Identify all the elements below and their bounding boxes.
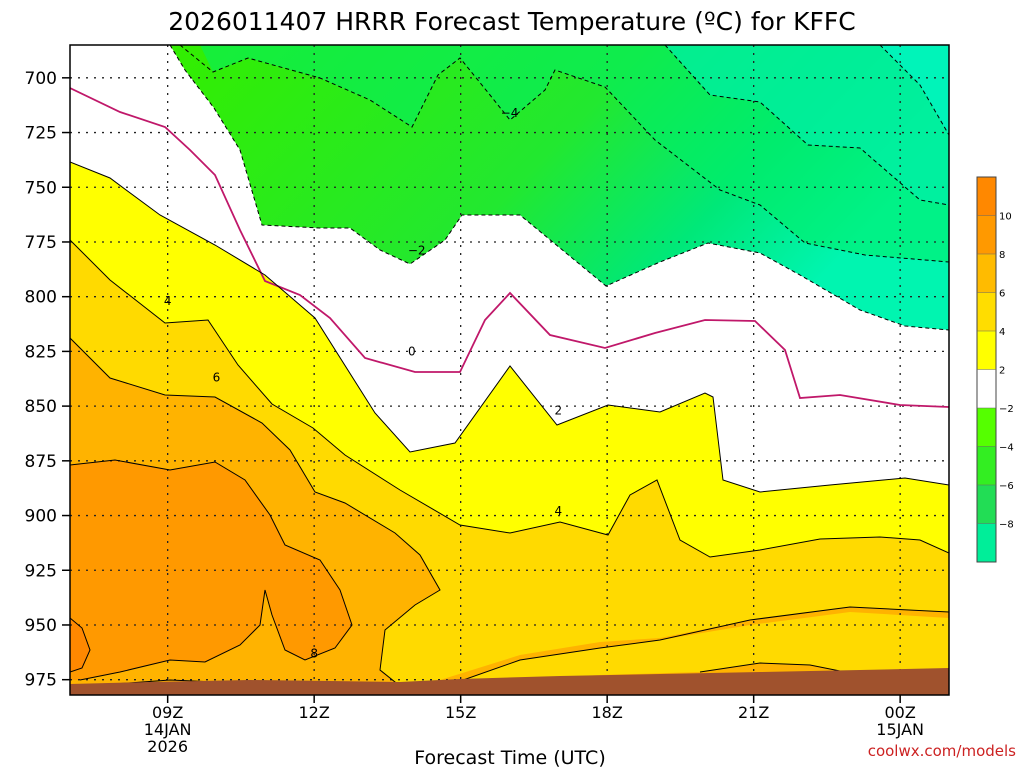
contour-labels: −4 −2 0 2 4 4 6 8 [164,106,562,661]
contour-label-4: 4 [555,504,563,518]
contour-label-1: −2 [408,244,426,258]
colorbar-label-2: −4 [999,443,1014,454]
colorbar-label-5: 4 [999,327,1005,338]
contour-zero [70,87,949,408]
warm-region-10-fill [70,618,90,672]
contour-minus2 [169,45,949,331]
contour-label-2: 0 [408,344,416,358]
y-tick-label-725: 725 [25,124,57,144]
y-tick-label-700: 700 [25,69,57,89]
colorbar-swatch-1 [977,485,996,524]
contour-10 [70,617,91,673]
contour-label-7: 8 [310,646,318,660]
colorbar-label-0: −8 [999,520,1014,531]
contour-4 [70,239,949,558]
x-tick-label-4-0: 21Z [738,703,769,722]
colorbar-swatch-7 [977,254,996,293]
contour-label-0: −4 [501,106,519,120]
x-tick-label-5-1: 15JAN [876,720,924,739]
y-axis: 700 725 750 775 800 825 850 875 900 925 950 975 [25,69,70,691]
y-tick-label-750: 750 [25,178,57,198]
colorbar-label-8: 10 [999,212,1012,223]
contour-6 [70,337,441,691]
colorbar-label-4: 2 [999,366,1005,377]
credit-text: coolwx.com/models [868,742,1016,760]
y-tick-label-875: 875 [25,452,57,472]
contour-6-lower [448,606,949,686]
contour-label-6: 6 [213,371,221,385]
colorbar-label-3: −2 [999,404,1014,415]
y-tick-label-925: 925 [25,561,57,581]
colorbar-swatch-5 [977,331,996,370]
plot-frame [69,44,950,696]
x-axis-label: Forecast Time (UTC) [414,747,605,768]
colorbar-label-7: 8 [999,250,1005,261]
contour-minus4 [179,45,949,263]
colorbar: −8 −6 −4 −2 2 4 6 8 10 [976,176,1014,563]
contour-label-5: 4 [164,294,172,308]
contour-8 [70,459,353,681]
cold-region-minus8-fill [880,45,949,135]
y-tick-label-850: 850 [25,397,57,417]
contour-minus8 [879,45,949,136]
y-tick-label-775: 775 [25,233,57,253]
colorbar-swatch-4 [977,369,996,408]
contour-6-right [699,662,851,674]
y-tick-label-950: 950 [25,616,57,636]
warm-region-6-lower-fill [449,612,949,685]
colorbar-swatch-6 [977,292,996,331]
colorbar-swatch-3 [977,408,996,447]
contour-minus6 [664,45,949,206]
colorbar-swatch-2 [977,446,996,485]
plot-area [70,45,949,695]
y-tick-label-800: 800 [25,288,57,308]
warm-region-8-fill [70,460,352,680]
y-tick-label-975: 975 [25,671,57,691]
x-tick-label-2-0: 15Z [445,703,476,722]
contour-lines [70,45,949,691]
y-tick-label-900: 900 [25,507,57,527]
x-tick-label-5-0: 00Z [885,703,916,722]
x-tick-label-1-0: 12Z [299,703,330,722]
colorbar-swatch-8 [977,215,996,254]
colorbar-label-6: 6 [999,289,1005,300]
contour-2 [70,161,949,493]
x-tick-label-0-0: 09Z [152,703,183,722]
x-tick-label-0-2: 2026 [147,737,188,756]
y-tick-label-825: 825 [25,342,57,362]
x-tick-label-3-0: 18Z [592,703,623,722]
colorbar-swatch-9 [977,177,996,216]
chart-title: 2026011407 HRRR Forecast Temperature (ºC… [168,7,856,36]
colorbar-label-1: −6 [999,481,1014,492]
ground-fill [70,668,949,695]
contour-label-3: 2 [555,403,563,417]
cold-region-minus6-fill [665,45,949,205]
colorbar-swatch-0 [977,523,996,562]
x-tick-label-0-1: 14JAN [144,720,192,739]
